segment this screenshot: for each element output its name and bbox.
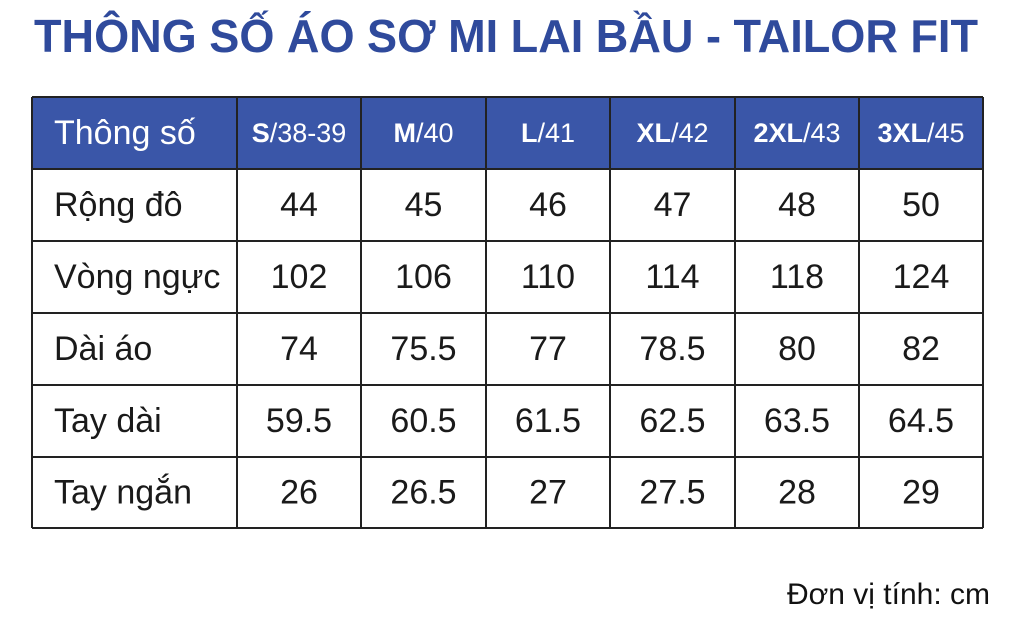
cell-value: 61.5 bbox=[515, 402, 581, 440]
cell-value: 74 bbox=[280, 330, 318, 368]
cell-value: 62.5 bbox=[639, 402, 705, 440]
cell-value: 26.5 bbox=[390, 473, 456, 511]
size-header: XL/42 bbox=[636, 118, 708, 148]
cell-value: 80 bbox=[778, 330, 816, 368]
header-label: Thông số bbox=[54, 114, 196, 152]
cell-value: 50 bbox=[902, 186, 940, 224]
size-measure: /43 bbox=[803, 118, 841, 148]
cell-value: 114 bbox=[645, 258, 699, 296]
cell-value: 63.5 bbox=[764, 402, 830, 440]
size-header: 3XL/45 bbox=[877, 118, 964, 148]
cell-value: 75.5 bbox=[390, 330, 456, 368]
row-label: Dài áo bbox=[54, 330, 152, 368]
header-background bbox=[32, 97, 983, 169]
cell-value: 77 bbox=[529, 330, 567, 368]
size-code: XL bbox=[636, 118, 671, 148]
cell-value: 27.5 bbox=[639, 473, 705, 511]
size-code: 2XL bbox=[753, 118, 803, 148]
cell-value: 102 bbox=[271, 258, 328, 296]
cell-value: 64.5 bbox=[888, 402, 954, 440]
row-label: Tay ngắn bbox=[54, 473, 192, 511]
size-code: L bbox=[521, 118, 538, 148]
size-measure: /41 bbox=[537, 118, 575, 148]
cell-value: 78.5 bbox=[639, 330, 705, 368]
cell-value: 60.5 bbox=[390, 402, 456, 440]
size-header: S/38-39 bbox=[252, 118, 347, 148]
size-code: S bbox=[252, 118, 270, 148]
cell-value: 29 bbox=[902, 473, 940, 511]
size-measure: /45 bbox=[927, 118, 965, 148]
unit-note: Đơn vị tính: cm bbox=[787, 578, 990, 611]
row-label: Tay dài bbox=[54, 402, 162, 440]
cell-value: 124 bbox=[893, 258, 950, 296]
cell-value: 45 bbox=[405, 186, 443, 224]
cell-value: 118 bbox=[770, 258, 824, 296]
cell-value: 27 bbox=[529, 473, 567, 511]
cell-value: 46 bbox=[529, 186, 567, 224]
cell-value: 44 bbox=[280, 186, 318, 224]
cell-value: 82 bbox=[902, 330, 940, 368]
cell-value: 47 bbox=[654, 186, 692, 224]
cell-value: 48 bbox=[778, 186, 816, 224]
cell-value: 26 bbox=[280, 473, 318, 511]
size-code: 3XL bbox=[877, 118, 927, 148]
cell-value: 106 bbox=[395, 258, 452, 296]
title: THÔNG SỐ ÁO SƠ MI LAI BẦU - TAILOR FIT bbox=[34, 10, 978, 62]
size-measure: /38-39 bbox=[270, 118, 347, 148]
cell-value: 110 bbox=[521, 258, 575, 296]
row-label: Rộng đô bbox=[54, 186, 183, 224]
size-header: L/41 bbox=[521, 118, 575, 148]
size-header: 2XL/43 bbox=[753, 118, 840, 148]
size-measure: /40 bbox=[416, 118, 454, 148]
row-label: Vòng ngực bbox=[54, 258, 220, 296]
size-header: M/40 bbox=[393, 118, 453, 148]
cell-value: 59.5 bbox=[266, 402, 332, 440]
cell-value: 28 bbox=[778, 473, 816, 511]
size-code: M bbox=[393, 118, 416, 148]
size-measure: /42 bbox=[671, 118, 709, 148]
